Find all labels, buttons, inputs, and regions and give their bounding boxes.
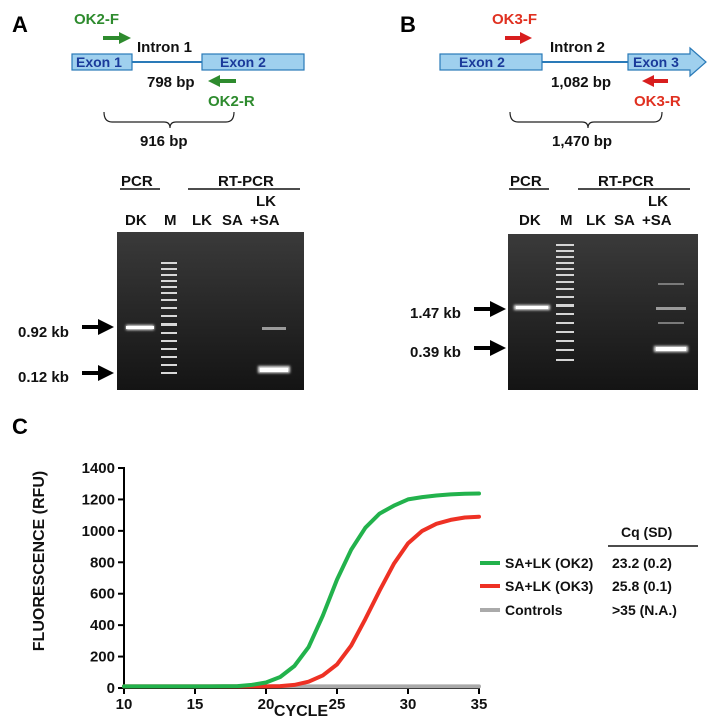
primer-ok3-f-arrow-icon [505,32,532,44]
rt-pcr-label-b: RT-PCR [598,173,654,190]
x-tick-label: 20 [258,696,275,713]
series-line-sa-lk-ok3 [122,514,481,689]
exon-1-box [71,53,133,71]
amplicon-bracket-b [509,111,663,129]
primer-ok3-r-arrow-icon [642,75,668,87]
exon-1-label: Exon 1 [76,54,122,70]
lane-lk: LK [192,212,212,229]
series-line-sa-lk-ok2 [122,491,481,689]
marker-0-12-arrow-icon [82,365,114,381]
exon-2-box [201,53,305,71]
gel-b-band-dk-core [516,306,548,309]
primer-ok3-r-label: OK3-R [634,93,681,110]
marker-1-47-arrow-icon [474,301,506,317]
panel-c: C FLUORESCENCE (RFU) CYCLE 0 200 400 600 800… [12,414,698,720]
gel-b-band-lksa-mid [658,322,684,324]
panel-a-letter: A [12,12,28,37]
legend-cq-ok3: 25.8 (0.1) [612,578,672,594]
plot-area: 0 200 400 600 800 1000 1200 1400 10 15 20 25 30 35 [82,460,488,713]
gel-b [508,234,698,390]
marker-0-92-kb: 0.92 kb [18,324,69,341]
legend-label-ok3: SA+LK (OK3) [505,578,593,594]
gel-a-band-lksa-upper [262,327,286,330]
lane-lk-sa-bottom: +SA [250,212,280,229]
y-tick-label: 0 [107,680,115,697]
x-tick-label: 25 [329,696,346,713]
gel-b-bands [514,244,688,361]
y-tick-label: 1400 [82,460,115,477]
y-tick-label: 1000 [82,523,115,540]
x-tick-label: 35 [471,696,488,713]
legend-label-controls: Controls [505,602,563,618]
legend: Cq (SD) SA+LK (OK2) 23.2 (0.2) SA+LK (OK… [480,524,698,618]
amplicon-bracket [103,111,235,129]
intron-1-label: Intron 1 [137,39,192,56]
x-tick-label: 30 [400,696,417,713]
y-tick-label: 800 [90,554,115,571]
legend-cq-ok2: 23.2 (0.2) [612,555,672,571]
amplicon-size-b: 1,470 bp [552,133,612,150]
x-tick-label: 10 [116,696,133,713]
cq-header: Cq (SD) [621,524,672,540]
marker-0-39-arrow-icon [474,340,506,356]
y-tick-label: 1200 [82,491,115,508]
exon-3-arrow [627,46,707,78]
lane-sa: SA [222,212,243,229]
lane-lk-sa-top-b: LK [648,193,668,210]
exon-2-label-b: Exon 2 [459,54,505,70]
panel-c-letter: C [12,414,28,439]
marker-1-47-kb: 1.47 kb [410,305,461,322]
gel-b-band-lksa-upper [656,307,686,310]
panel-b: B OK3-F Intron 2 Exon 2 Exon 3 1,082 bp … [400,11,707,390]
marker-0-12-kb: 0.12 kb [18,369,69,386]
pcr-label-b: PCR [510,173,542,190]
marker-0-39-kb: 0.39 kb [410,344,461,361]
intron-1-size: 798 bp [147,74,195,91]
rt-pcr-label: RT-PCR [218,173,274,190]
gel-b-band-lksa-top [658,283,684,285]
pcr-label: PCR [121,173,153,190]
y-tick-label: 600 [90,586,115,603]
gel-b-band-lksa-lower-core [656,347,686,351]
y-axis-label: FLUORESCENCE (RFU) [31,471,48,651]
intron-2-size: 1,082 bp [551,74,611,91]
intron-2-label: Intron 2 [550,39,605,56]
panel-b-letter: B [400,12,416,37]
exon-2-label: Exon 2 [220,54,266,70]
lane-dk: DK [125,212,147,229]
primer-ok2-r-label: OK2-R [208,93,255,110]
x-tick-label: 15 [187,696,204,713]
amplicon-size: 916 bp [140,133,188,150]
lane-m-b: M [560,212,573,229]
marker-0-92-arrow-icon [82,319,114,335]
lane-sa-b: SA [614,212,635,229]
primer-ok2-f-label: OK2-F [74,11,119,28]
y-tick-label: 400 [90,617,115,634]
x-axis-label: CYCLE [274,703,329,720]
exon-2-box-b [439,53,543,71]
gel-a-band-dk-core [126,326,154,329]
series-lines [122,491,481,689]
legend-label-ok2: SA+LK (OK2) [505,555,593,571]
y-tick-label: 200 [90,649,115,666]
gel-a-ladder [161,262,177,374]
gel-a-band-lksa-lower-core [260,368,288,372]
axis-ticks: 0 200 400 600 800 1000 1200 1400 10 15 20 25 30 35 [82,460,488,713]
lane-lk-sa-top: LK [256,193,276,210]
lane-dk-b: DK [519,212,541,229]
primer-ok2-r-arrow-icon [208,75,236,87]
primer-ok2-f-arrow-icon [103,32,131,44]
lane-m: M [164,212,177,229]
lane-lk-sa-bottom-b: +SA [642,212,672,229]
gel-a [117,232,304,390]
panel-a: A OK2-F Intron 1 Exon 1 Exon 2 798 bp OK… [12,11,305,390]
gel-b-ladder [556,244,574,361]
primer-ok3-f-label: OK3-F [492,11,537,28]
exon-3-label: Exon 3 [633,54,679,70]
legend-cq-controls: >35 (N.A.) [612,602,677,618]
gel-a-bands [126,262,290,374]
lane-lk-b: LK [586,212,606,229]
